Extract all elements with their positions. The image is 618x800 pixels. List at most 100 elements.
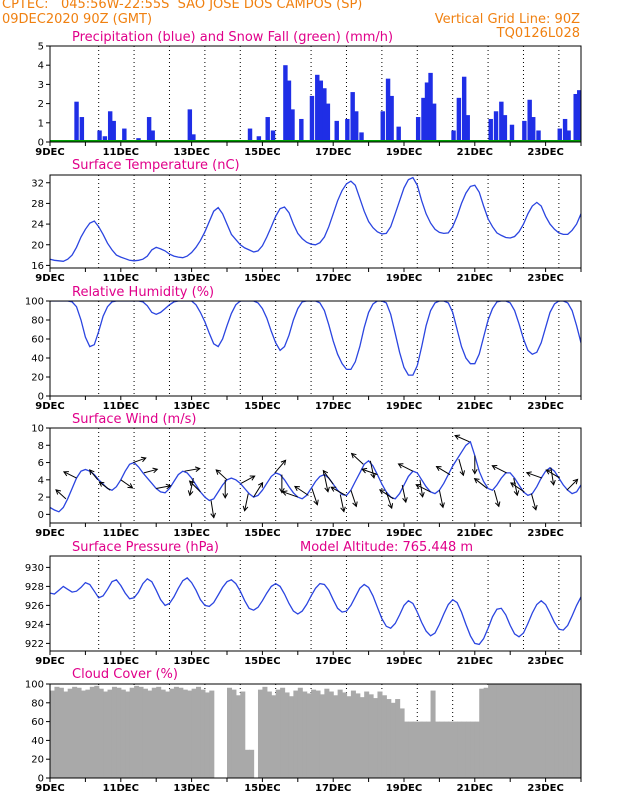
wind-arrow-shaft (546, 469, 561, 479)
wind-arrow (187, 477, 194, 497)
wind-arrow-head (439, 502, 445, 509)
wind-arrow-shaft (379, 489, 394, 500)
cloud-bar (514, 684, 520, 778)
cloud-bar (280, 687, 286, 778)
wind-arrow (397, 463, 414, 472)
cloud-bar (457, 721, 463, 778)
wind-arrow-head (532, 504, 538, 511)
y-tick-label: 2 (38, 99, 44, 110)
wind-arrow-shaft (120, 479, 133, 489)
wind-arrow (510, 482, 525, 493)
wind-arrow (493, 490, 501, 508)
wind-arrow (369, 460, 376, 479)
cloud-bar (377, 691, 383, 778)
cloud-bar (412, 721, 418, 778)
wind-arrow-shaft (351, 453, 364, 465)
precip-bar (557, 128, 562, 142)
wind-arrow-head (550, 479, 556, 486)
wind-arrow (240, 475, 256, 484)
cloud-bar (227, 687, 233, 778)
y-tick-label: 6 (38, 458, 44, 469)
precip-bar (283, 65, 288, 142)
cloud-bar (545, 684, 551, 778)
precip-bar (74, 101, 79, 142)
cloud-bar (209, 690, 215, 778)
wind-arrow-head (510, 482, 516, 488)
wind-arrow-shaft (526, 472, 543, 479)
wind-arrow (279, 474, 285, 494)
cloud-bar (173, 686, 179, 778)
wind-arrow-head (352, 501, 358, 508)
precip-bar (502, 115, 508, 142)
wind-arrow (210, 500, 216, 519)
precip-bar (187, 109, 193, 142)
wind-arrow-shaft (438, 490, 444, 508)
precip-bar (265, 117, 270, 142)
wind-arrow-shaft (369, 460, 375, 479)
wind-arrow-head (330, 486, 337, 492)
wind-arrow-shaft (454, 435, 470, 443)
cloud-bar (590, 684, 595, 778)
cloud-bar (315, 690, 321, 778)
plot-area-rh (50, 301, 581, 376)
precip-bar (107, 111, 113, 142)
x-tick-label: 19DEC (386, 273, 422, 284)
cloud-bar (271, 695, 277, 778)
y-tick-label: 924 (25, 620, 44, 631)
wind-arrow-head (473, 477, 480, 484)
cloud-bar (156, 686, 162, 778)
precip-bar (465, 115, 470, 142)
wind-arrow (215, 469, 228, 481)
wind-arrow-shaft (330, 486, 346, 496)
x-tick-label: 9DEC (35, 783, 64, 794)
wind-arrow-shaft (143, 468, 158, 474)
precip-bar (456, 97, 462, 142)
cloud-bar (554, 684, 560, 778)
wind-arrow (143, 467, 159, 474)
cloud-bar (465, 721, 471, 778)
wind-arrow-shaft (401, 484, 407, 503)
wind-arrow-shaft (322, 470, 334, 485)
precip-bar (146, 117, 152, 142)
y-tick-label: 40 (31, 736, 44, 747)
x-tick-label: 15DEC (244, 528, 280, 539)
x-tick-label: 9DEC (35, 656, 64, 667)
x-tick-label: 23DEC (527, 273, 563, 284)
panel-rh: Relative Humidity (%) 0 20 40 60 80 100 9DEC 11D… (25, 285, 582, 412)
cloud-bar (434, 721, 440, 778)
wind-arrow-shaft (99, 481, 111, 491)
cloud-bar (479, 688, 485, 778)
y-tick-label: 0 (38, 392, 44, 403)
precip-bar (334, 120, 339, 142)
x-tick-label: 21DEC (457, 783, 493, 794)
wind-arrow-head (397, 463, 404, 469)
cloud-bar (527, 684, 533, 778)
wind-arrow-head (215, 469, 222, 475)
header-source: CPTEC: (2, 0, 49, 12)
wind-arrow-shaft (398, 463, 414, 472)
wind-arrow (566, 478, 579, 491)
precip-bar (431, 103, 437, 142)
x-tick-label: 11DEC (103, 401, 139, 412)
header-location: SAO JOSE DOS CAMPOS (SP) (177, 0, 363, 12)
x-tick-label: 21DEC (457, 528, 493, 539)
y-tick-label: 930 (25, 563, 44, 574)
precip-bar (509, 124, 515, 142)
wind-arrow-head (491, 465, 498, 471)
x-tick-label: 13DEC (173, 273, 209, 284)
precip-bar (493, 111, 499, 142)
cloud-bar (50, 690, 56, 778)
wind-arrow-head (279, 487, 285, 494)
cloud-bar (249, 749, 255, 778)
wind-arrow-shaft (323, 474, 329, 492)
precip-bar (428, 72, 433, 142)
cloud-bar (319, 694, 325, 778)
x-tick-label: 11DEC (103, 783, 139, 794)
cloud-bar (311, 689, 317, 778)
panel-frame-pres (49, 555, 582, 652)
precip-bar (122, 128, 127, 142)
cloud-bar (266, 691, 272, 778)
x-tick-label: 21DEC (457, 656, 493, 667)
cloud-bar (404, 721, 410, 778)
